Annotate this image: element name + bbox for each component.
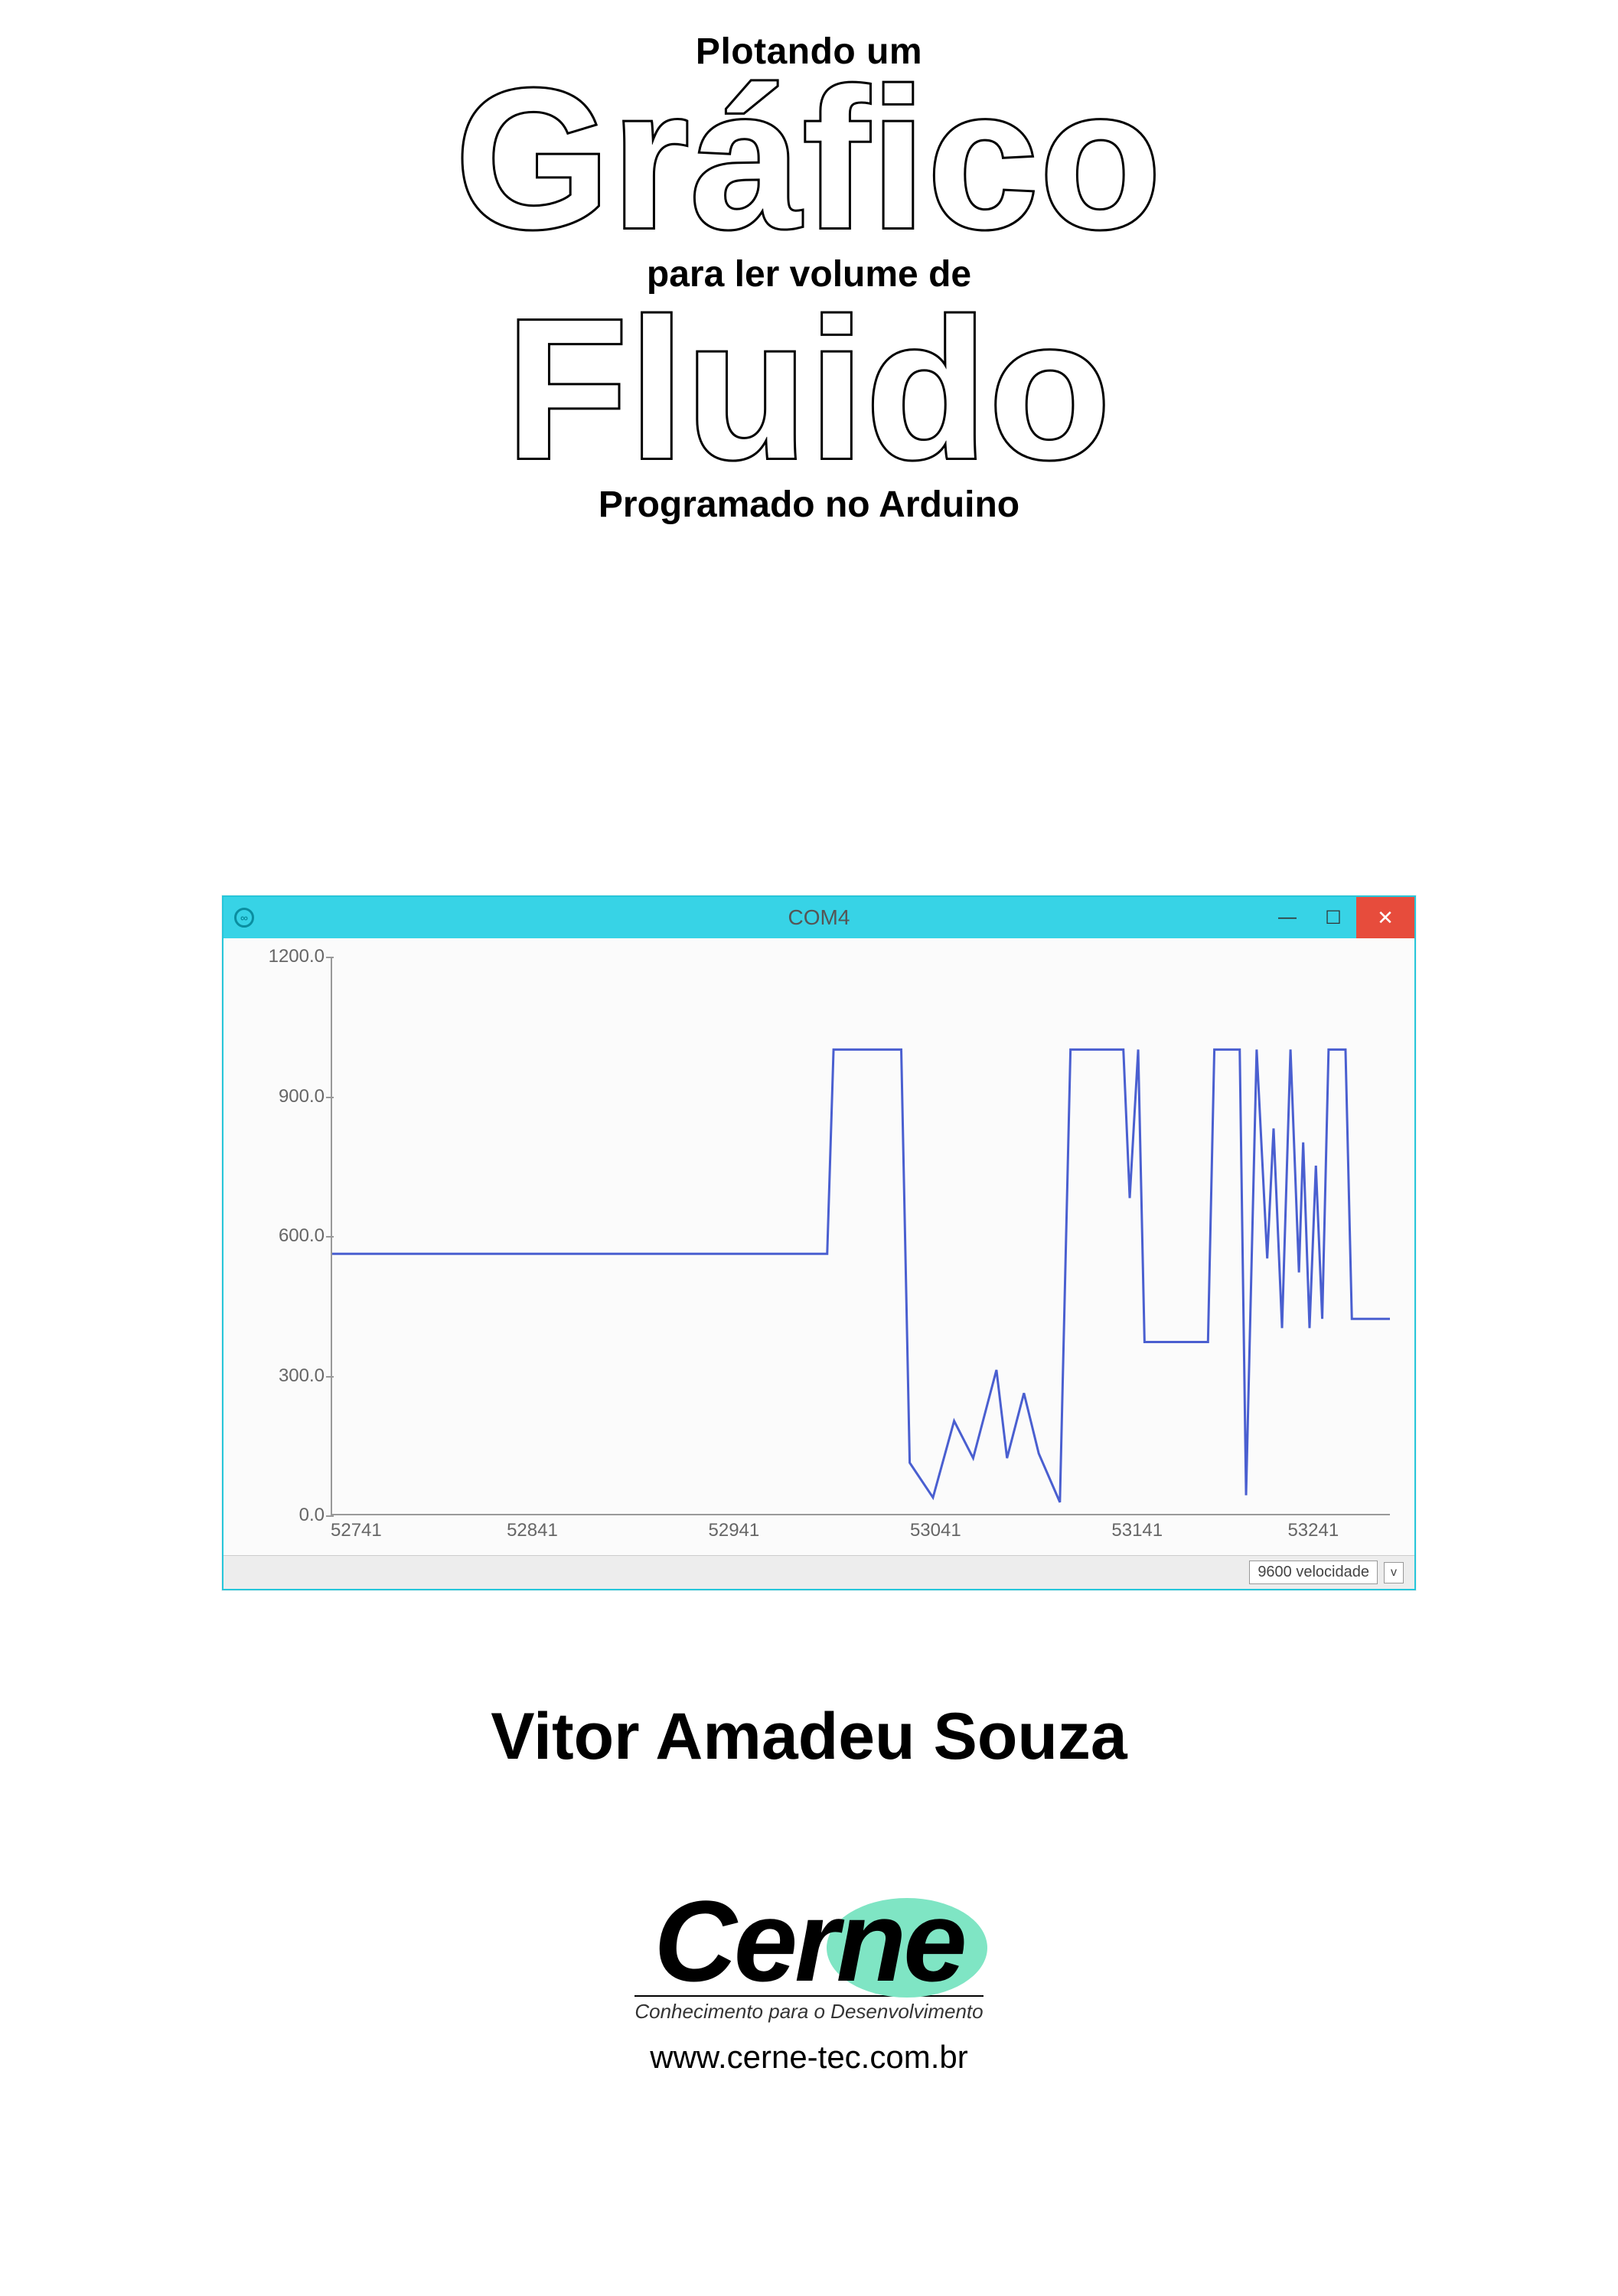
- plot-line-svg: [332, 957, 1390, 1514]
- minimize-button[interactable]: —: [1264, 897, 1310, 938]
- baud-rate-select[interactable]: 9600 velocidade: [1249, 1561, 1378, 1584]
- y-tick-label: 0.0: [242, 1505, 325, 1526]
- y-tick-label: 600.0: [242, 1225, 325, 1247]
- title-block: Plotando um Gráfico para ler volume de F…: [0, 0, 1618, 526]
- maximize-button[interactable]: ☐: [1310, 897, 1356, 938]
- x-tick-label: 52741: [331, 1520, 382, 1541]
- close-button[interactable]: ✕: [1356, 897, 1414, 938]
- plot-area: 0.0300.0600.0900.01200.0 527415284152941…: [223, 938, 1414, 1555]
- data-series-line: [332, 1049, 1390, 1502]
- chevron-down-icon[interactable]: v: [1384, 1562, 1404, 1583]
- x-tick-label: 53041: [910, 1520, 961, 1541]
- x-tick-label: 53141: [1111, 1520, 1163, 1541]
- window-titlebar[interactable]: ∞ COM4 — ☐ ✕: [223, 897, 1414, 938]
- x-axis: 52741 52841 52941 53041 53141 53241: [331, 1520, 1390, 1541]
- logo-wrap: Cerne: [654, 1875, 964, 2007]
- publisher-logo-block: Cerne Conhecimento para o Desenvolviment…: [0, 1875, 1618, 2076]
- x-tick-label: 52941: [709, 1520, 760, 1541]
- plot-canvas: 0.0300.0600.0900.01200.0: [331, 957, 1390, 1515]
- serial-plotter-window: ∞ COM4 — ☐ ✕ 0.0300.0600.0900.01200.0 52…: [222, 895, 1416, 1590]
- y-tick-label: 900.0: [242, 1086, 325, 1107]
- y-tick-label: 1200.0: [242, 946, 325, 967]
- logo-text: Cerne: [654, 1875, 964, 2007]
- window-statusbar: 9600 velocidade v: [223, 1555, 1414, 1589]
- title-line-e: Programado no Arduino: [0, 484, 1618, 526]
- y-tick-label: 300.0: [242, 1365, 325, 1387]
- window-title: COM4: [223, 905, 1414, 930]
- x-tick-label: 53241: [1287, 1520, 1339, 1541]
- x-tick-label: 52841: [507, 1520, 558, 1541]
- logo-url: www.cerne-tec.com.br: [0, 2039, 1618, 2076]
- title-word-fluido: Fluido: [506, 280, 1112, 499]
- author-name: Vitor Amadeu Souza: [0, 1699, 1618, 1775]
- title-word-grafico: Gráfico: [455, 50, 1163, 269]
- window-controls: — ☐ ✕: [1264, 897, 1414, 938]
